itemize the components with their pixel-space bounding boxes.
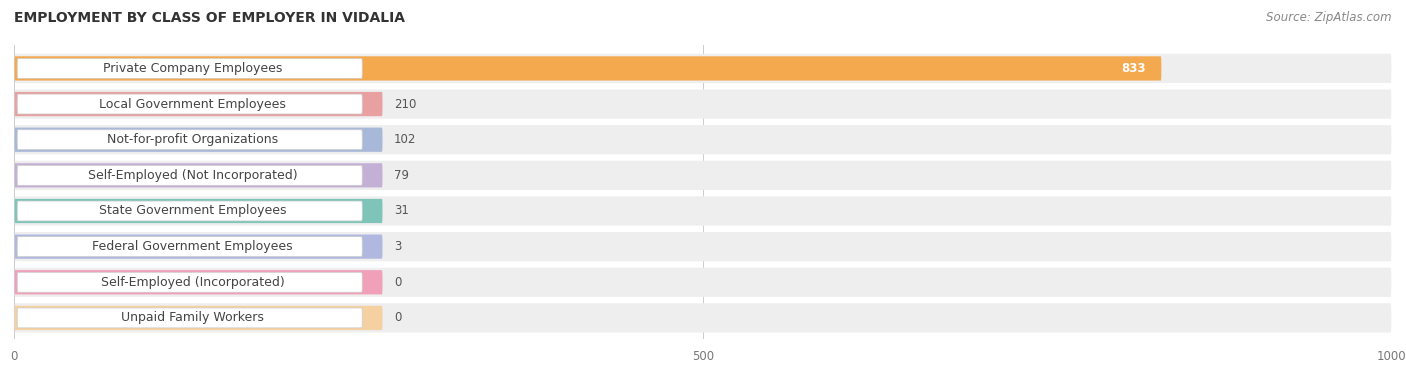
Text: Self-Employed (Not Incorporated): Self-Employed (Not Incorporated): [87, 169, 297, 182]
FancyBboxPatch shape: [14, 163, 382, 187]
FancyBboxPatch shape: [14, 54, 1392, 83]
Text: Federal Government Employees: Federal Government Employees: [93, 240, 292, 253]
FancyBboxPatch shape: [17, 272, 363, 292]
FancyBboxPatch shape: [17, 166, 363, 185]
FancyBboxPatch shape: [14, 199, 382, 223]
FancyBboxPatch shape: [17, 308, 363, 328]
FancyBboxPatch shape: [17, 201, 363, 221]
Text: 102: 102: [394, 133, 416, 146]
Text: Unpaid Family Workers: Unpaid Family Workers: [121, 311, 264, 325]
Text: 31: 31: [394, 204, 409, 218]
Text: Self-Employed (Incorporated): Self-Employed (Incorporated): [101, 276, 284, 289]
FancyBboxPatch shape: [14, 127, 382, 152]
Text: 210: 210: [394, 98, 416, 110]
FancyBboxPatch shape: [14, 196, 1392, 225]
Text: Source: ZipAtlas.com: Source: ZipAtlas.com: [1267, 11, 1392, 24]
Text: Not-for-profit Organizations: Not-for-profit Organizations: [107, 133, 278, 146]
Text: 79: 79: [394, 169, 409, 182]
Text: 3: 3: [394, 240, 401, 253]
FancyBboxPatch shape: [14, 92, 382, 116]
FancyBboxPatch shape: [17, 237, 363, 257]
FancyBboxPatch shape: [17, 130, 363, 150]
Text: 833: 833: [1121, 62, 1146, 75]
FancyBboxPatch shape: [14, 306, 382, 330]
FancyBboxPatch shape: [14, 303, 1392, 333]
FancyBboxPatch shape: [14, 125, 1392, 154]
Text: EMPLOYMENT BY CLASS OF EMPLOYER IN VIDALIA: EMPLOYMENT BY CLASS OF EMPLOYER IN VIDAL…: [14, 11, 405, 25]
FancyBboxPatch shape: [14, 234, 382, 259]
FancyBboxPatch shape: [17, 58, 363, 78]
FancyBboxPatch shape: [14, 232, 1392, 261]
FancyBboxPatch shape: [14, 270, 382, 294]
FancyBboxPatch shape: [14, 56, 1161, 81]
FancyBboxPatch shape: [14, 89, 1392, 119]
Text: State Government Employees: State Government Employees: [98, 204, 287, 218]
Text: 0: 0: [394, 276, 401, 289]
FancyBboxPatch shape: [17, 94, 363, 114]
Text: Private Company Employees: Private Company Employees: [103, 62, 283, 75]
Text: Local Government Employees: Local Government Employees: [98, 98, 285, 110]
FancyBboxPatch shape: [14, 161, 1392, 190]
Text: 0: 0: [394, 311, 401, 325]
FancyBboxPatch shape: [14, 268, 1392, 297]
